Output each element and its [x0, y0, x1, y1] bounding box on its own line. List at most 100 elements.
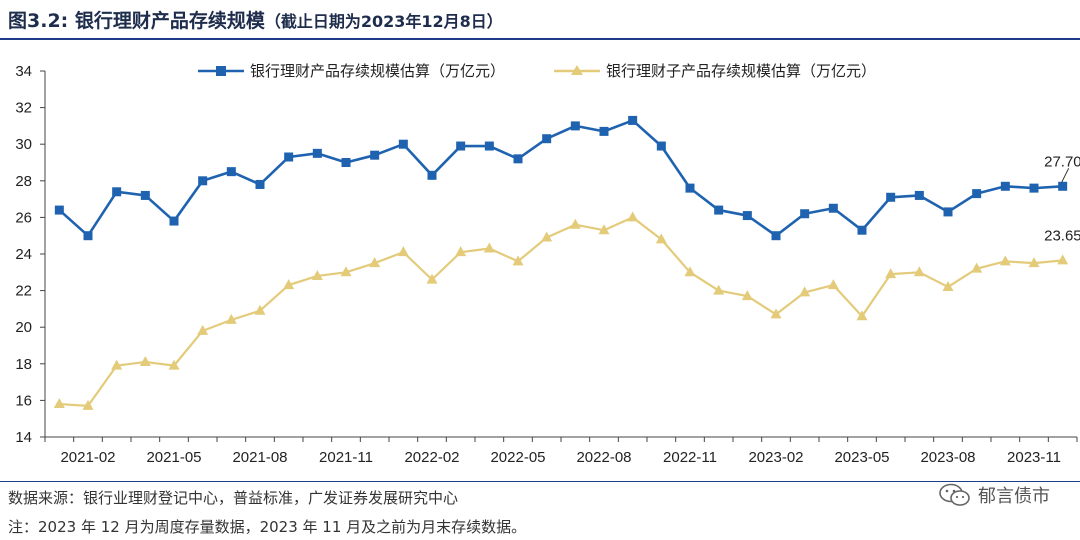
series-2-point — [569, 218, 581, 229]
series-2-point — [770, 308, 782, 319]
legend: 银行理财产品存续规模估算（万亿元） 银行理财子产品存续规模估算（万亿元） — [198, 62, 876, 80]
series-2-point — [627, 211, 639, 222]
series-1-point — [427, 170, 437, 180]
chart-title: 图3.2: 银行理财产品存续规模（截止日期为2023年12月8日） — [8, 6, 503, 33]
series-2-point — [856, 310, 868, 321]
series-2-point — [225, 313, 237, 324]
x-tick-label: 2023-02 — [748, 449, 803, 466]
series-line-1 — [58, 119, 1063, 237]
series-2-point — [885, 268, 897, 279]
series-1-point — [1029, 183, 1039, 193]
series-1-point — [886, 192, 896, 202]
end-labels: 27.70 23.65 — [1044, 153, 1080, 244]
y-tick-label: 32 — [15, 100, 32, 117]
series-1-point — [456, 141, 466, 151]
x-tick-label: 2022-02 — [404, 449, 459, 466]
y-tick-label: 22 — [15, 283, 32, 300]
x-tick-label: 2021-05 — [146, 449, 201, 466]
series-1-point — [1000, 181, 1010, 191]
series-1-point — [599, 126, 609, 136]
series-1-point — [370, 150, 380, 160]
series-1-point — [828, 203, 838, 213]
series-1-point — [628, 115, 638, 125]
series-2-point — [483, 242, 495, 253]
series-1-point — [714, 205, 724, 215]
series-2-point — [1057, 254, 1069, 265]
x-tick-label: 2023-05 — [834, 449, 889, 466]
legend-label: 银行理财子产品存续规模估算（万亿元） — [606, 62, 876, 80]
series-1-point — [742, 211, 752, 221]
series-1-point — [226, 167, 236, 177]
data-note: 注：2023 年 12 月为周度存量数据，2023 年 11 月及之前为月末存续… — [8, 518, 527, 536]
series-2-point — [455, 246, 467, 257]
y-axis: 14 16 18 20 22 24 26 28 30 32 34 — [15, 63, 46, 446]
series-2-point — [913, 266, 925, 277]
y-tick-label: 34 — [15, 63, 32, 80]
x-tick-label: 2021-08 — [232, 449, 287, 466]
series-1-point — [140, 190, 150, 200]
footer-divider — [0, 481, 1080, 482]
series-2-point — [311, 269, 323, 280]
series-1-point — [857, 225, 867, 235]
title-bar: 图3.2: 银行理财产品存续规模（截止日期为2023年12月8日） — [0, 0, 1080, 38]
series-1-point — [914, 190, 924, 200]
wechat-icon — [939, 483, 970, 506]
series-2-point — [369, 257, 381, 268]
chart-title-main: 图3.2: 银行理财产品存续规模 — [8, 10, 265, 32]
series-2-point — [426, 273, 438, 284]
series-2-point — [655, 233, 667, 244]
series-1-point — [83, 231, 93, 241]
x-tick-label: 2023-08 — [920, 449, 975, 466]
y-tick-label: 16 — [15, 392, 32, 409]
series-2-point — [53, 398, 65, 409]
chart-title-date: （截止日期为2023年12月8日） — [264, 12, 503, 31]
series-1-point — [312, 148, 322, 158]
series-2-point — [168, 359, 180, 370]
series-2-point — [1028, 257, 1040, 268]
series-2-point — [999, 255, 1011, 266]
series-1-point — [972, 189, 982, 199]
x-tick-label: 2023-11 — [1007, 449, 1061, 466]
series-2-point — [598, 224, 610, 235]
end-label-leader — [1061, 168, 1070, 183]
watermark: 郁言债市 — [938, 480, 1050, 510]
series-2-point — [283, 279, 295, 290]
series-2-point — [799, 286, 811, 297]
data-label-end: 23.65 — [1044, 227, 1080, 244]
x-tick-label: 2022-05 — [490, 449, 545, 466]
series-1-point — [169, 216, 179, 226]
y-tick-label: 28 — [15, 173, 32, 190]
series-2-point — [942, 280, 954, 291]
x-tick-label: 2021-11 — [319, 449, 373, 466]
series-1-point — [656, 141, 666, 151]
series-1-point — [943, 207, 953, 217]
series-2-point — [512, 255, 524, 266]
x-axis: 2021-02 2021-05 2021-08 2021-11 2022-02 2022-… — [44, 436, 1078, 466]
title-divider — [0, 38, 1080, 40]
legend-marker-triangle — [571, 65, 583, 75]
legend-marker-square — [216, 66, 226, 76]
series-1-point — [54, 205, 64, 215]
series-2-point — [397, 246, 409, 257]
y-tick-label: 26 — [15, 209, 32, 226]
series-1-point — [255, 179, 265, 189]
series-2-point — [827, 279, 839, 290]
series-1-point — [800, 209, 810, 219]
x-tick-label: 2021-02 — [60, 449, 115, 466]
series-2-point — [111, 359, 123, 370]
legend-label: 银行理财产品存续规模估算（万亿元） — [250, 62, 505, 80]
series-2-point — [197, 324, 209, 335]
series-1-point — [198, 176, 208, 186]
series-1-point — [513, 154, 523, 164]
series-layer — [53, 115, 1069, 410]
x-tick-label: 2022-11 — [663, 449, 717, 466]
series-1-point — [570, 121, 580, 131]
data-label-end: 27.70 — [1044, 153, 1080, 170]
series-2-point — [541, 231, 553, 242]
series-1-point — [771, 231, 781, 241]
series-1-point — [284, 152, 294, 162]
series-2-point — [254, 304, 266, 315]
y-tick-label: 20 — [15, 319, 32, 336]
series-1-point — [398, 139, 408, 149]
series-2-point — [684, 266, 696, 277]
